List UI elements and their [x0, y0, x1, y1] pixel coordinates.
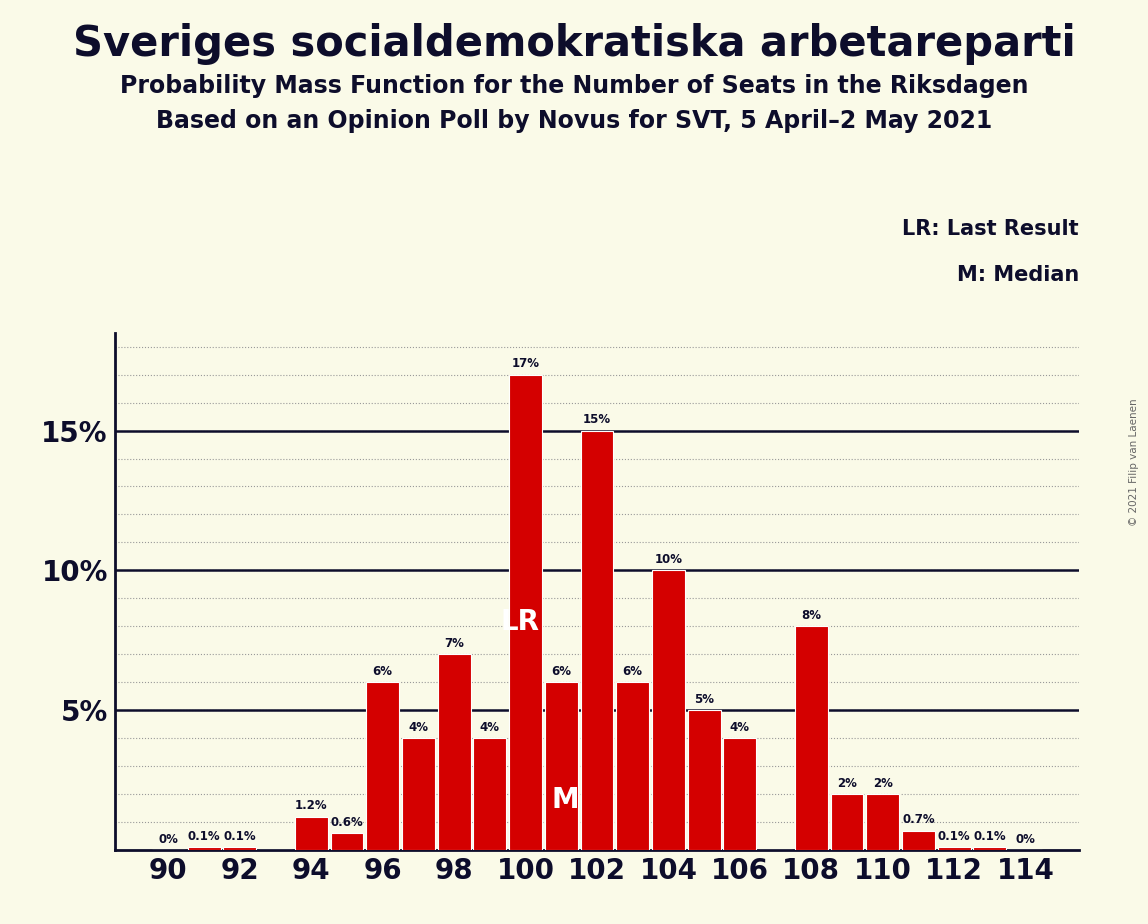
Bar: [581, 431, 613, 850]
Text: 0%: 0%: [158, 833, 178, 845]
Bar: [688, 711, 721, 850]
Bar: [366, 682, 400, 850]
Bar: [509, 374, 542, 850]
Bar: [187, 847, 220, 850]
Bar: [473, 738, 506, 850]
Text: 4%: 4%: [480, 721, 499, 734]
Text: LR: LR: [501, 608, 540, 636]
Text: 4%: 4%: [409, 721, 428, 734]
Bar: [830, 794, 863, 850]
Text: 0.7%: 0.7%: [902, 813, 934, 826]
Text: Sveriges socialdemokratiska arbetareparti: Sveriges socialdemokratiska arbetarepart…: [72, 23, 1076, 65]
Text: 2%: 2%: [837, 777, 856, 790]
Text: 10%: 10%: [654, 553, 682, 566]
Bar: [331, 833, 364, 850]
Text: 6%: 6%: [373, 665, 393, 678]
Bar: [402, 738, 435, 850]
Text: LR: Last Result: LR: Last Result: [902, 219, 1079, 238]
Text: 0.6%: 0.6%: [331, 816, 363, 829]
Text: 15%: 15%: [583, 413, 611, 426]
Bar: [723, 738, 757, 850]
Bar: [545, 682, 577, 850]
Text: 0%: 0%: [1016, 833, 1035, 845]
Text: © 2021 Filip van Laenen: © 2021 Filip van Laenen: [1130, 398, 1139, 526]
Text: 5%: 5%: [695, 693, 714, 706]
Text: 0.1%: 0.1%: [188, 830, 220, 843]
Text: Based on an Opinion Poll by Novus for SVT, 5 April–2 May 2021: Based on an Opinion Poll by Novus for SV…: [156, 109, 992, 133]
Text: 4%: 4%: [730, 721, 750, 734]
Bar: [295, 817, 327, 850]
Text: 6%: 6%: [622, 665, 643, 678]
Bar: [794, 626, 828, 850]
Bar: [974, 847, 1007, 850]
Bar: [652, 570, 685, 850]
Text: 1.2%: 1.2%: [295, 799, 327, 812]
Bar: [224, 847, 256, 850]
Text: 0.1%: 0.1%: [224, 830, 256, 843]
Text: 17%: 17%: [512, 358, 540, 371]
Text: M: Median: M: Median: [957, 265, 1079, 286]
Text: 8%: 8%: [801, 609, 821, 622]
Text: 7%: 7%: [444, 637, 464, 650]
Bar: [867, 794, 899, 850]
Text: 0.1%: 0.1%: [938, 830, 970, 843]
Bar: [902, 831, 934, 850]
Bar: [616, 682, 649, 850]
Bar: [938, 847, 970, 850]
Text: 2%: 2%: [872, 777, 893, 790]
Text: M: M: [551, 785, 579, 814]
Text: 0.1%: 0.1%: [974, 830, 1006, 843]
Text: 6%: 6%: [551, 665, 572, 678]
Text: Probability Mass Function for the Number of Seats in the Riksdagen: Probability Mass Function for the Number…: [119, 74, 1029, 98]
Bar: [437, 654, 471, 850]
